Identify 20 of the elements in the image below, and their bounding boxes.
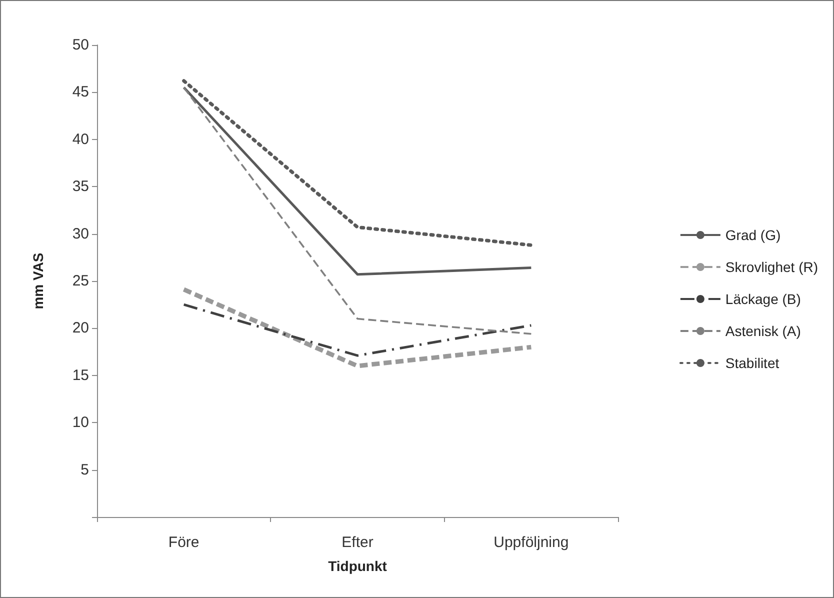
y-tick-label: 15 [72, 366, 89, 384]
y-tick-label: 5 [80, 461, 89, 478]
y-tick-label: 40 [72, 130, 89, 148]
x-tick-label: Före [168, 534, 200, 551]
legend-label: Astenisk (A) [725, 323, 801, 339]
legend-label: Grad (G) [725, 227, 781, 243]
legend-label: Skrovlighet (R) [725, 259, 818, 275]
y-tick-label: 10 [72, 414, 89, 432]
y-tick-label: 30 [72, 225, 89, 242]
y-tick-label: 50 [72, 36, 89, 54]
y-tick-label: 45 [72, 84, 89, 101]
legend-label: Läckage (B) [725, 291, 801, 307]
y-tick-label: 35 [72, 178, 89, 196]
x-axis-title: Tidpunkt [328, 558, 388, 574]
y-axis-title: mm VAS [30, 252, 46, 310]
y-tick-label: 20 [72, 320, 89, 337]
x-tick-label: Efter [342, 534, 374, 551]
legend-label: Stabilitet [725, 355, 780, 371]
y-tick-label: 25 [72, 272, 89, 290]
x-tick-label: Uppföljning [494, 534, 569, 551]
